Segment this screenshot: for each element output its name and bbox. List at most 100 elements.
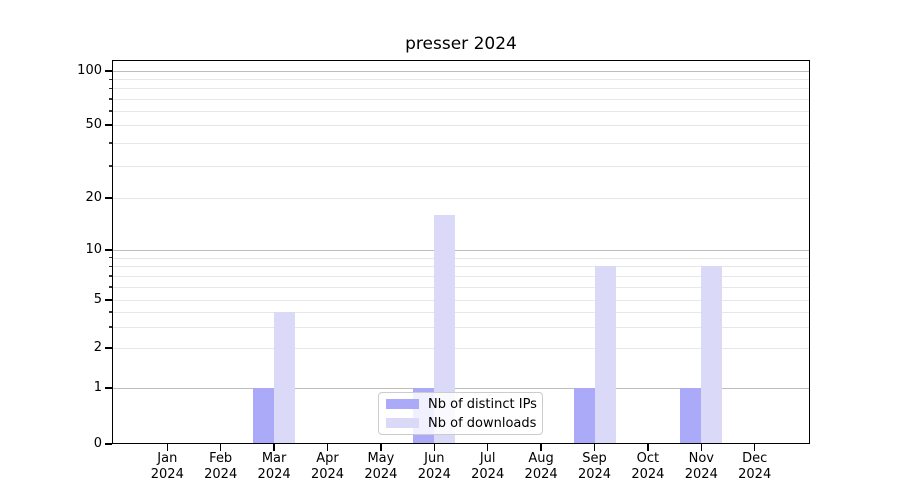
y-minortick-30 xyxy=(109,165,112,167)
gridline-y-7 xyxy=(112,275,810,277)
y-minortick-60 xyxy=(109,110,112,112)
x-tick-month: Oct xyxy=(636,451,660,466)
gridline-y-5 xyxy=(112,300,810,301)
y-tick-label-10: 10 xyxy=(85,242,102,257)
y-tick-50 xyxy=(105,124,112,126)
plot-area xyxy=(112,60,810,444)
gridline-y-9 xyxy=(112,257,810,259)
x-tick-year: 2024 xyxy=(310,466,345,482)
y-tick-label-5: 5 xyxy=(93,292,102,307)
gridline-y-3 xyxy=(112,326,810,328)
y-tick-5 xyxy=(105,299,112,301)
x-tick-mar xyxy=(273,444,275,451)
x-tick-year: 2024 xyxy=(524,466,558,482)
x-tick-month: Aug xyxy=(528,451,554,466)
x-tick-jun xyxy=(433,444,435,451)
y-tick-label-100: 100 xyxy=(77,63,102,78)
x-tick-label-apr: Apr 2024 xyxy=(300,451,356,482)
y-tick-label-20: 20 xyxy=(85,190,102,205)
gridline-y-40 xyxy=(112,142,810,144)
x-tick-month: Jan xyxy=(157,451,178,466)
gridline-y-6 xyxy=(112,286,810,288)
y-tick-label-2: 2 xyxy=(93,340,102,355)
gridline-y-80 xyxy=(112,88,810,90)
x-tick-feb xyxy=(220,444,222,451)
x-tick-month: Jun xyxy=(424,451,445,466)
y-minortick-40 xyxy=(109,142,112,144)
x-tick-jan xyxy=(166,444,168,451)
x-tick-year: 2024 xyxy=(364,466,398,482)
x-tick-label-aug: Aug 2024 xyxy=(513,451,569,482)
x-tick-month: Nov xyxy=(688,451,714,466)
x-tick-year: 2024 xyxy=(738,466,772,482)
legend-label-downloads: Nb of downloads xyxy=(428,415,537,431)
x-tick-may xyxy=(380,444,382,451)
gridline-y-100 xyxy=(112,71,810,72)
gridline-y-70 xyxy=(112,98,810,100)
x-tick-year: 2024 xyxy=(257,466,291,482)
x-tick-year: 2024 xyxy=(417,466,451,482)
y-minortick-9 xyxy=(109,257,112,259)
x-tick-sep xyxy=(593,444,596,451)
x-tick-oct xyxy=(647,444,649,451)
gridline-y-20 xyxy=(112,198,810,199)
y-minortick-6 xyxy=(109,286,112,288)
x-tick-label-jun: Jun 2024 xyxy=(406,451,462,482)
y-tick-label-1: 1 xyxy=(93,380,102,395)
y-minortick-3 xyxy=(109,326,112,328)
x-tick-year: 2024 xyxy=(631,466,665,482)
x-tick-label-may: May 2024 xyxy=(353,451,409,482)
y-tick-20 xyxy=(105,197,112,199)
x-tick-month: Mar xyxy=(261,451,287,466)
gridline-y-30 xyxy=(112,165,810,167)
y-tick-label-50: 50 xyxy=(85,117,102,132)
x-tick-month: Jul xyxy=(479,451,496,466)
x-tick-year: 2024 xyxy=(204,466,238,482)
y-tick-0 xyxy=(105,443,112,445)
x-tick-month: Sep xyxy=(582,451,607,466)
x-tick-label-oct: Oct 2024 xyxy=(620,451,676,482)
y-tick-1 xyxy=(105,387,112,389)
x-tick-label-sep: Sep 2024 xyxy=(567,451,623,482)
x-tick-label-dec: Dec 2024 xyxy=(727,451,783,482)
x-tick-month: Apr xyxy=(316,451,339,466)
y-tick-2 xyxy=(105,347,112,349)
x-tick-label-jan: Jan 2024 xyxy=(139,451,195,482)
x-tick-nov xyxy=(700,444,702,451)
x-tick-label-mar: Mar 2024 xyxy=(246,451,302,482)
x-tick-jul xyxy=(487,444,489,451)
x-tick-dec xyxy=(754,444,756,451)
x-tick-label-nov: Nov 2024 xyxy=(673,451,729,482)
y-minortick-80 xyxy=(109,87,112,90)
y-minortick-4 xyxy=(109,311,112,313)
x-tick-aug xyxy=(540,444,542,451)
y-minortick-90 xyxy=(109,78,112,81)
x-tick-month: May xyxy=(367,451,395,466)
legend-label-distinct-ips: Nb of distinct IPs xyxy=(428,396,537,412)
gridline-y-90 xyxy=(112,79,810,81)
bar-downloads-jun xyxy=(434,214,456,444)
bar-distinct-ips-sep xyxy=(573,388,595,444)
bar-downloads-nov xyxy=(701,266,723,444)
x-tick-label-jul: Jul 2024 xyxy=(460,451,516,482)
gridline-y-4 xyxy=(112,311,810,313)
x-tick-year: 2024 xyxy=(684,466,718,482)
x-tick-month: Dec xyxy=(742,451,768,466)
x-tick-year: 2024 xyxy=(577,466,612,482)
legend-swatch-distinct-ips xyxy=(386,399,419,409)
gridline-y-10 xyxy=(112,250,810,251)
x-tick-year: 2024 xyxy=(471,466,505,482)
legend-row-downloads: Nb of downloads xyxy=(386,415,542,431)
legend: Nb of distinct IPs Nb of downloads xyxy=(378,392,543,435)
y-minortick-8 xyxy=(109,265,112,267)
x-tick-label-feb: Feb 2024 xyxy=(193,451,249,482)
y-minortick-7 xyxy=(109,275,112,277)
y-minortick-70 xyxy=(109,98,112,100)
bar-downloads-sep xyxy=(594,266,616,444)
y-tick-10 xyxy=(105,249,112,251)
x-tick-year: 2024 xyxy=(150,466,184,482)
legend-row-distinct-ips: Nb of distinct IPs xyxy=(386,396,542,412)
bar-downloads-mar xyxy=(274,311,296,444)
chart-title: presser 2024 xyxy=(405,34,517,54)
